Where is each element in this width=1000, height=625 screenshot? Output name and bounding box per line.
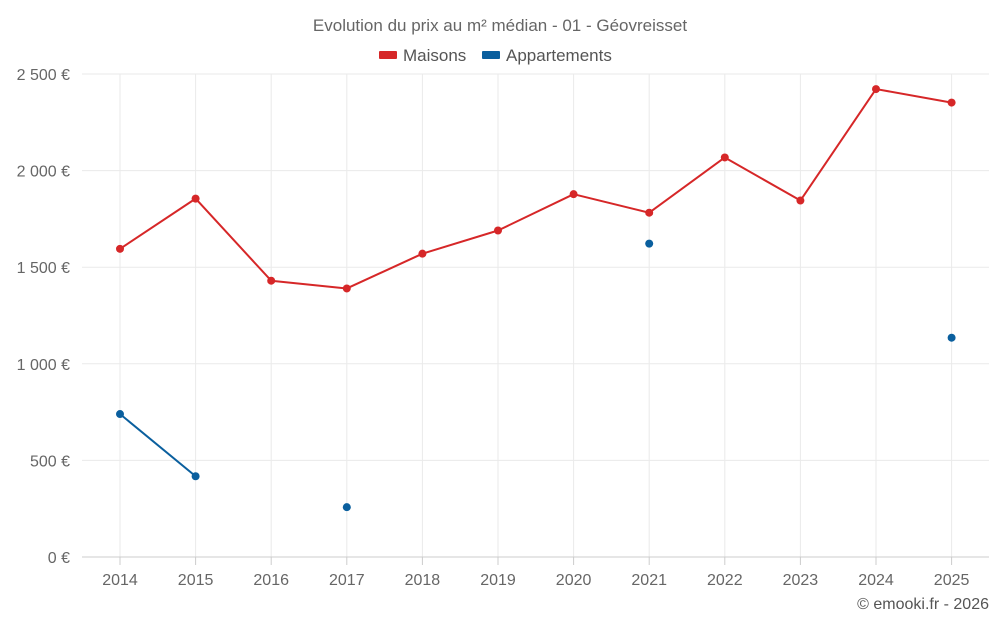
grid-layer bbox=[82, 73, 989, 558]
data-point-appartements-2015[interactable] bbox=[191, 472, 200, 481]
legend-label-maisons: Maisons bbox=[403, 46, 466, 65]
x-tick-label: 2021 bbox=[631, 572, 667, 589]
x-tick-label: 2018 bbox=[405, 572, 441, 589]
legend: Maisons Appartements bbox=[379, 46, 612, 65]
legend-label-appartements: Appartements bbox=[506, 46, 612, 65]
series-line-maisons bbox=[119, 88, 952, 290]
data-point-maisons-2022[interactable] bbox=[720, 153, 729, 162]
x-tick-label: 2025 bbox=[934, 572, 970, 589]
x-tick-label: 2022 bbox=[707, 572, 743, 589]
chart-title: Evolution du prix au m² médian - 01 - Gé… bbox=[313, 16, 687, 35]
data-point-maisons-2017[interactable] bbox=[342, 284, 351, 293]
x-tick-label: 2014 bbox=[102, 572, 138, 589]
series-maisons bbox=[116, 85, 956, 293]
y-tick-label: 2 000 € bbox=[17, 164, 70, 181]
data-point-appartements-2025[interactable] bbox=[947, 333, 956, 342]
series-appartements bbox=[116, 239, 956, 512]
y-tick-label: 2 500 € bbox=[17, 67, 70, 84]
y-tick-label: 1 500 € bbox=[17, 260, 70, 277]
x-tick-label: 2024 bbox=[858, 572, 894, 589]
data-point-maisons-2014[interactable] bbox=[116, 244, 124, 253]
x-tick-label: 2017 bbox=[329, 572, 365, 589]
data-point-maisons-2018[interactable] bbox=[418, 249, 427, 258]
data-point-maisons-2019[interactable] bbox=[494, 226, 502, 235]
data-point-appartements-2014[interactable] bbox=[116, 410, 124, 419]
data-point-maisons-2020[interactable] bbox=[569, 190, 578, 199]
series-line-appartements bbox=[120, 338, 952, 477]
data-point-maisons-2025[interactable] bbox=[947, 98, 956, 107]
data-point-maisons-2023[interactable] bbox=[796, 196, 805, 205]
x-tick-label: 2016 bbox=[253, 572, 289, 589]
data-point-maisons-2015[interactable] bbox=[191, 194, 200, 203]
legend-item-maisons[interactable]: Maisons bbox=[379, 46, 466, 65]
x-tick-label: 2015 bbox=[178, 572, 214, 589]
legend-swatch-maisons bbox=[379, 51, 397, 59]
data-point-maisons-2024[interactable] bbox=[872, 85, 880, 94]
legend-swatch-appartements bbox=[482, 51, 500, 59]
data-point-maisons-2016[interactable] bbox=[267, 276, 276, 285]
credit-text: © emooki.fr - 2026 bbox=[857, 596, 989, 613]
x-tick-label: 2019 bbox=[480, 572, 516, 589]
y-tick-label: 500 € bbox=[30, 453, 70, 470]
x-tick-label: 2023 bbox=[783, 572, 819, 589]
legend-item-appartements[interactable]: Appartements bbox=[482, 46, 612, 65]
data-point-maisons-2021[interactable] bbox=[645, 208, 654, 217]
data-point-appartements-2021[interactable] bbox=[645, 239, 654, 248]
axis-layer: 0 € 500 € 1 000 € 1 500 € 2 000 € 2 500 € 2014… bbox=[17, 67, 989, 589]
x-tick-label: 2020 bbox=[556, 572, 592, 589]
y-tick-label: 1 000 € bbox=[17, 357, 70, 374]
series-layer bbox=[116, 85, 956, 512]
y-tick-label: 0 € bbox=[48, 550, 70, 567]
data-point-appartements-2017[interactable] bbox=[342, 503, 351, 512]
